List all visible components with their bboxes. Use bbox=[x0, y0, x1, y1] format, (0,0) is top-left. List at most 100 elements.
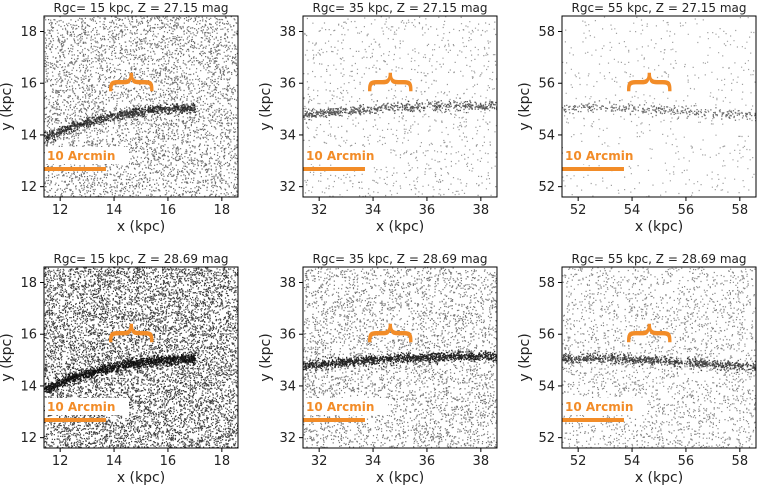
x-tick-label: 54 bbox=[624, 454, 641, 469]
y-tick-label: 56 bbox=[538, 328, 555, 343]
x-tick-label: 58 bbox=[732, 454, 749, 469]
y-tick-label: 36 bbox=[279, 328, 296, 343]
stream-brace: { bbox=[364, 318, 420, 349]
x-tick-label: 18 bbox=[214, 203, 231, 218]
y-tick-label: 34 bbox=[279, 379, 296, 394]
x-tick-label: 32 bbox=[311, 203, 328, 218]
scalebar-bar bbox=[303, 418, 365, 422]
x-tick-label: 34 bbox=[365, 203, 382, 218]
stream-stars bbox=[303, 97, 497, 124]
x-axis-label: x (kpc) bbox=[376, 219, 424, 235]
scalebar-label: 10 Arcmin bbox=[306, 149, 374, 163]
x-tick-label: 56 bbox=[678, 454, 695, 469]
background-stars bbox=[303, 267, 497, 448]
background-stars bbox=[562, 16, 756, 197]
stream-stars bbox=[44, 102, 197, 146]
star-field bbox=[562, 16, 756, 197]
y-tick-label: 34 bbox=[279, 128, 296, 143]
scalebar-label-box bbox=[304, 398, 388, 415]
y-tick-label: 58 bbox=[538, 25, 555, 40]
y-tick-label: 52 bbox=[538, 180, 555, 195]
y-tick-label: 56 bbox=[538, 77, 555, 92]
stream-stars bbox=[562, 100, 756, 122]
x-axis-label: x (kpc) bbox=[376, 470, 424, 486]
panel-title: Rgc= 15 kpc, Z = 28.69 mag bbox=[53, 252, 228, 266]
x-tick-label: 38 bbox=[473, 454, 490, 469]
panel-5: 10 Arcmin {32 34 36 38 32 34 36 38 Rgc= 35 kpc, Z… bbox=[258, 252, 498, 486]
y-tick-label: 14 bbox=[20, 128, 37, 143]
y-axis-label: y (kpc) bbox=[517, 333, 533, 381]
plot-frame bbox=[302, 15, 498, 198]
stream-stars bbox=[44, 351, 197, 393]
x-axis-label: x (kpc) bbox=[117, 470, 165, 486]
x-tick-label: 16 bbox=[160, 203, 177, 218]
y-axis-label: y (kpc) bbox=[258, 333, 274, 381]
background-stars bbox=[44, 267, 238, 448]
scalebar-bar bbox=[44, 418, 106, 422]
y-tick-label: 54 bbox=[538, 379, 555, 394]
panel-title: Rgc= 35 kpc, Z = 28.69 mag bbox=[312, 252, 487, 266]
plot-frame bbox=[561, 266, 757, 449]
scalebar-bar bbox=[303, 167, 365, 171]
panel-1: 10 Arcmin {12 14 16 18 12 14 16 18 Rgc= 15 kpc, Z… bbox=[0, 1, 239, 235]
x-axis-label: x (kpc) bbox=[117, 219, 165, 235]
x-tick-label: 56 bbox=[678, 203, 695, 218]
x-tick-label: 18 bbox=[214, 454, 231, 469]
background-stars bbox=[44, 16, 238, 197]
y-tick-label: 12 bbox=[20, 180, 37, 195]
x-tick-label: 52 bbox=[570, 454, 587, 469]
panel-title: Rgc= 15 kpc, Z = 27.15 mag bbox=[53, 1, 228, 15]
star-field bbox=[44, 267, 238, 448]
x-tick-label: 58 bbox=[732, 203, 749, 218]
x-tick-label: 54 bbox=[624, 203, 641, 218]
star-field bbox=[44, 16, 238, 197]
y-tick-label: 16 bbox=[20, 328, 37, 343]
scalebar-bar bbox=[562, 167, 624, 171]
scalebar-label: 10 Arcmin bbox=[306, 400, 374, 414]
scalebar-label: 10 Arcmin bbox=[565, 149, 633, 163]
y-axis-label: y (kpc) bbox=[0, 333, 15, 381]
panel-6: 10 Arcmin {52 54 56 58 52 54 56 58 Rgc= 55 kpc, Z… bbox=[517, 252, 757, 486]
y-axis-label: y (kpc) bbox=[258, 82, 274, 130]
y-tick-label: 52 bbox=[538, 431, 555, 446]
panel-title: Rgc= 35 kpc, Z = 27.15 mag bbox=[312, 1, 487, 15]
scalebar-label-box bbox=[563, 398, 647, 415]
x-tick-label: 36 bbox=[419, 203, 436, 218]
x-tick-label: 12 bbox=[52, 454, 69, 469]
scalebar-label-box bbox=[45, 147, 129, 164]
y-tick-label: 38 bbox=[279, 25, 296, 40]
scalebar-label-box bbox=[45, 398, 129, 415]
x-tick-label: 38 bbox=[473, 203, 490, 218]
x-tick-label: 52 bbox=[570, 203, 587, 218]
plot-area bbox=[562, 267, 756, 448]
plot-frame bbox=[43, 15, 239, 198]
scalebar-label: 10 Arcmin bbox=[565, 400, 633, 414]
y-tick-label: 18 bbox=[20, 25, 37, 40]
y-axis-label: y (kpc) bbox=[517, 82, 533, 130]
x-tick-label: 14 bbox=[106, 454, 123, 469]
plot-frame bbox=[43, 266, 239, 449]
y-tick-label: 54 bbox=[538, 128, 555, 143]
x-tick-label: 12 bbox=[52, 203, 69, 218]
scalebar-label-box bbox=[563, 147, 647, 164]
panel-4: 10 Arcmin {12 14 16 18 12 14 16 18 Rgc= 15 kpc, Z… bbox=[0, 252, 239, 486]
x-tick-label: 36 bbox=[419, 454, 436, 469]
scalebar-label-box bbox=[304, 147, 388, 164]
stream-stars bbox=[303, 349, 497, 371]
star-field bbox=[303, 16, 497, 197]
scalebar-bar bbox=[562, 418, 624, 422]
x-tick-label: 14 bbox=[106, 203, 123, 218]
stream-brace: { bbox=[105, 318, 161, 349]
plot-frame bbox=[561, 15, 757, 198]
plot-frame bbox=[302, 266, 498, 449]
stream-brace: { bbox=[623, 67, 679, 98]
panel-title: Rgc= 55 kpc, Z = 27.15 mag bbox=[571, 1, 746, 15]
y-axis-label: y (kpc) bbox=[0, 82, 15, 130]
y-tick-label: 12 bbox=[20, 431, 37, 446]
y-tick-label: 38 bbox=[279, 276, 296, 291]
scalebar-label: 10 Arcmin bbox=[47, 149, 115, 163]
panel-title: Rgc= 55 kpc, Z = 28.69 mag bbox=[571, 252, 746, 266]
plot-area bbox=[562, 16, 756, 197]
x-tick-label: 16 bbox=[160, 454, 177, 469]
y-tick-label: 14 bbox=[20, 379, 37, 394]
